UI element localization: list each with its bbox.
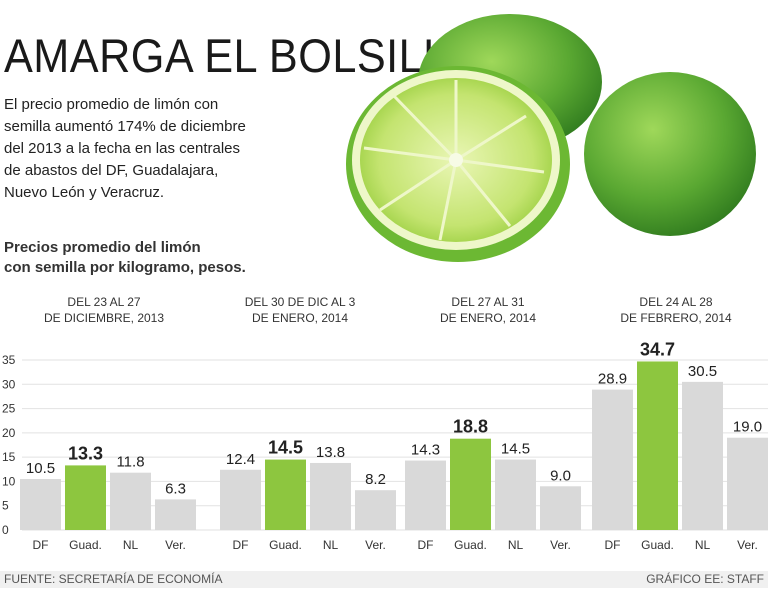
category-label-1-2: NL — [323, 538, 339, 552]
y-tick-label-3: 15 — [2, 450, 16, 464]
category-label-3-3: Ver. — [737, 538, 758, 552]
y-tick-label-1: 5 — [2, 499, 9, 513]
whole-lime-right — [584, 72, 756, 236]
category-label-1-3: Ver. — [365, 538, 386, 552]
bar-2-2 — [495, 459, 536, 530]
lime-core — [449, 153, 463, 167]
category-label-2-2: NL — [508, 538, 524, 552]
value-label-2-3: 9.0 — [550, 467, 571, 484]
subtitle-line: Precios promedio del limón — [4, 239, 201, 256]
value-label-3-0: 28.9 — [598, 371, 627, 388]
value-label-3-2: 30.5 — [688, 363, 717, 380]
value-label-1-0: 12.4 — [226, 451, 255, 468]
category-label-3-0: DF — [605, 538, 621, 552]
page-title: AMARGA EL BOLSILLO — [4, 29, 482, 82]
bar-2-0 — [405, 460, 446, 530]
lime-illustration — [346, 14, 756, 262]
bar-3-2 — [682, 381, 723, 530]
group-label-2: DEL 27 AL 31 DE ENERO, 2014 — [439, 295, 537, 325]
category-label-1-1: Guad. — [269, 538, 302, 552]
y-tick-label-5: 25 — [2, 402, 16, 416]
value-label-1-2: 13.8 — [316, 444, 345, 461]
category-label-0-3: Ver. — [165, 538, 186, 552]
value-label-3-1: 34.7 — [640, 340, 675, 359]
y-tick-label-4: 20 — [2, 426, 16, 440]
category-label-3-1: Guad. — [641, 538, 674, 552]
source-note: FUENTE: SECRETARÍA DE ECONOMÍA — [4, 572, 223, 586]
y-tick-label-6: 30 — [2, 377, 16, 391]
y-tick-label-0: 0 — [2, 523, 9, 537]
value-label-1-3: 8.2 — [365, 471, 386, 488]
bar-0-3 — [155, 499, 196, 530]
category-label-2-0: DF — [418, 538, 434, 552]
subtitle-line: con semilla por kilogramo, pesos. — [4, 259, 246, 276]
category-label-0-2: NL — [123, 538, 139, 552]
group-label-0: DEL 23 AL 27 DE DICIEMBRE, 2013 — [43, 295, 165, 325]
lead-line: Nuevo León y Veracruz. — [4, 184, 165, 201]
category-label-0-0: DF — [33, 538, 49, 552]
bar-2-3 — [540, 486, 581, 530]
bar-0-0 — [20, 479, 61, 530]
lime-segments — [363, 80, 545, 241]
bar-2-1 — [450, 438, 491, 530]
value-label-0-2: 11.8 — [116, 454, 144, 471]
category-label-3-2: NL — [695, 538, 711, 552]
y-tick-label-7: 35 — [2, 353, 16, 367]
category-label-2-3: Ver. — [550, 538, 571, 552]
lead-line: semilla aumentó 174% de diciembre — [4, 118, 246, 135]
y-tick-label-2: 10 — [2, 474, 16, 488]
bar-chart: 0 5 10 15 20 25 30 35 10.5 DF 13.3 Guad. 11.8 NL 6.3 Ve… — [2, 340, 768, 552]
lead-line: El precio promedio de limón con — [4, 96, 219, 113]
bar-1-2 — [310, 462, 351, 530]
category-label-1-0: DF — [233, 538, 249, 552]
value-label-1-1: 14.5 — [268, 438, 303, 458]
value-label-2-1: 18.8 — [453, 417, 488, 437]
bar-0-1 — [65, 465, 106, 530]
lead-paragraph: El precio promedio de limón con semilla … — [4, 94, 324, 204]
category-label-2-1: Guad. — [454, 538, 487, 552]
bar-1-3 — [355, 490, 396, 530]
lead-line: del 2013 a la fecha en las centrales — [4, 140, 240, 157]
group-label-3: DEL 24 AL 28 DE FEBRERO, 2014 — [620, 295, 732, 325]
value-label-2-2: 14.5 — [501, 441, 530, 458]
value-label-3-3: 19.0 — [733, 419, 762, 436]
value-label-0-3: 6.3 — [165, 480, 186, 497]
chart-subtitle: Precios promedio del limón con semilla p… — [4, 238, 304, 278]
bar-3-0 — [592, 389, 633, 530]
value-label-0-1: 13.3 — [68, 443, 103, 463]
bar-3-1 — [637, 361, 678, 530]
value-label-2-0: 14.3 — [411, 442, 440, 459]
footer: FUENTE: SECRETARÍA DE ECONOMÍA GRÁFICO E… — [0, 571, 768, 588]
bar-0-2 — [110, 472, 151, 530]
bar-1-1 — [265, 459, 306, 530]
group-label-1: DEL 30 DE DIC AL 3 DE ENERO, 2014 — [244, 295, 356, 325]
credit-note: GRÁFICO EE: STAFF — [646, 572, 764, 586]
bar-1-0 — [220, 469, 261, 530]
category-label-0-1: Guad. — [69, 538, 102, 552]
value-label-0-0: 10.5 — [26, 460, 55, 477]
lead-line: de abastos del DF, Guadalajara, — [4, 162, 219, 179]
bar-3-3 — [727, 437, 768, 530]
